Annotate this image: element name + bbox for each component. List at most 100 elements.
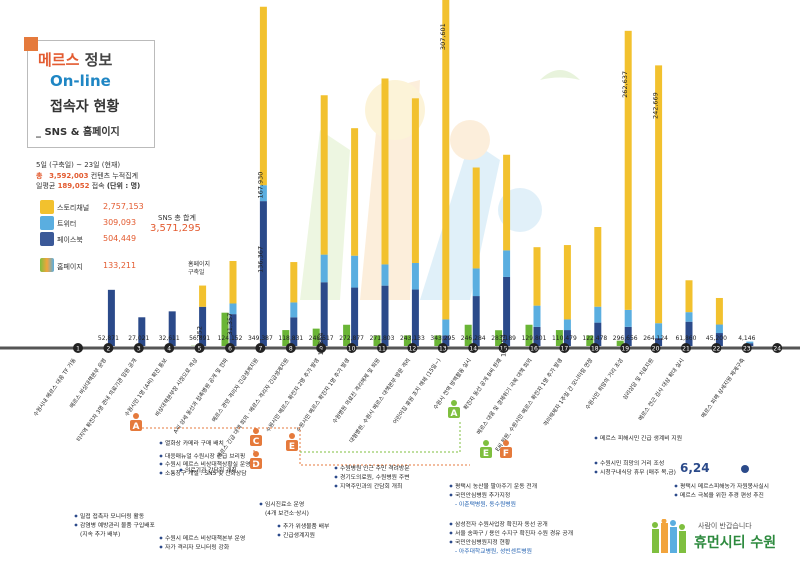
bar-homepage-16 xyxy=(525,324,533,346)
bar-트위터-23 xyxy=(746,341,754,344)
day-label-24: 24 xyxy=(773,346,781,353)
twitter-icon xyxy=(40,216,54,230)
human-city-suwon-logo: 사람이 반갑습니다 휴먼시티 수원 xyxy=(650,515,790,559)
total-label-8: 118,831 xyxy=(278,335,303,342)
marker-label-4: A xyxy=(451,409,458,419)
day-label-12: 12 xyxy=(409,346,417,353)
bar-트위터-20 xyxy=(655,323,663,339)
event-12: 어린이집 휴원 조치 해제 (15일~) xyxy=(391,357,443,426)
event-17: 격리해제자 1주일 간 모니터링 연장 xyxy=(541,357,594,428)
note-28: 감염병 예방관리 물품 구입배포 xyxy=(80,521,156,529)
marker-person-head-4 xyxy=(451,400,457,406)
marker-badge-4 xyxy=(448,407,460,418)
bar-homepage-14 xyxy=(464,324,472,346)
logo-mark-icon xyxy=(652,519,686,553)
day-marker-21 xyxy=(681,343,691,353)
title-line4: _ SNS & 홈페이지 xyxy=(36,127,120,138)
bar-스토리채널-11 xyxy=(381,78,389,265)
bar-페이스북-20 xyxy=(655,338,663,346)
bar-트위터-16 xyxy=(533,305,541,327)
bar-트위터-9 xyxy=(320,254,328,283)
bar-스토리채널-7 xyxy=(259,6,267,186)
note-bullet-6 xyxy=(449,484,453,488)
bar-value-label-0: 252 xyxy=(196,326,204,338)
bar-homepage-12 xyxy=(403,335,411,346)
note-bullet-25 xyxy=(159,536,163,540)
note-20: 긴급생계지원 xyxy=(283,531,315,539)
day-label-1: 1 xyxy=(76,346,80,353)
day-label-10: 10 xyxy=(348,346,356,353)
bar-스토리채널-12 xyxy=(411,98,419,263)
day-marker-24 xyxy=(772,343,783,353)
day-marker-22 xyxy=(711,343,722,353)
day-label-3: 3 xyxy=(137,346,141,353)
bar-트위터-17 xyxy=(563,319,571,331)
total-label-5: 56,891 xyxy=(189,335,210,342)
note-bullet-14 xyxy=(334,475,338,479)
note-1: 6,24 xyxy=(680,461,710,475)
avg-value: 189,052 xyxy=(57,182,90,190)
note-bullet-26 xyxy=(159,545,163,549)
bar-value-label-1: 31,357 xyxy=(226,313,234,336)
day-label-17: 17 xyxy=(561,346,569,353)
bar-스토리채널-9 xyxy=(320,95,328,255)
day-marker-23 xyxy=(741,343,752,353)
day-marker-13 xyxy=(437,343,448,353)
day-marker-7 xyxy=(255,343,266,353)
day-marker-20 xyxy=(650,343,661,353)
note-25: 수원시 메르스 비상대책본부 운영 xyxy=(165,534,245,542)
note-17: 임시진료소 운영 xyxy=(265,500,304,508)
bar-스토리채널-16 xyxy=(533,247,541,306)
total-label-23: 4,146 xyxy=(738,335,755,342)
day-marker-8 xyxy=(285,343,296,353)
total-label-2: 52,871 xyxy=(98,335,119,342)
bar-value-label-8: 242,669 xyxy=(652,92,660,119)
total-label-4: 32,611 xyxy=(159,335,180,342)
day-marker-14 xyxy=(468,343,479,353)
bar-페이스북-4 xyxy=(168,311,176,346)
bar-homepage-17 xyxy=(555,330,563,346)
bar-스토리채널-5 xyxy=(199,285,207,307)
bar-트위터-7 xyxy=(259,185,267,202)
day-marker-18 xyxy=(589,343,600,353)
event-15: 메르스 대응 및 경제위기 극복 대책 회의 xyxy=(475,357,534,437)
note-26: 자가 격리자 모니터링 강화 xyxy=(165,543,230,551)
bar-스토리채널-19 xyxy=(624,30,632,310)
marker-badge-5 xyxy=(480,447,492,458)
total-label-3: 27,021 xyxy=(128,335,149,342)
bar-스토리채널-8 xyxy=(290,262,298,303)
bar-스토리채널-18 xyxy=(594,227,602,307)
day-marker-3 xyxy=(133,343,144,353)
day-label-18: 18 xyxy=(591,346,599,353)
bar-페이스북-16 xyxy=(533,326,541,346)
bar-페이스북-22 xyxy=(715,333,723,346)
bar-페이스북-8 xyxy=(290,317,298,346)
unit-text: (단위 : 명) xyxy=(106,182,141,190)
note-bullet-23 xyxy=(159,462,163,466)
bar-페이스북-14 xyxy=(472,296,480,346)
bar-트위터-11 xyxy=(381,264,389,286)
bar-페이스북-7 xyxy=(259,201,267,346)
event-8: 수원시민 메르스 확진자 2명 추가 발생 xyxy=(264,357,321,434)
day-label-7: 7 xyxy=(258,346,262,353)
logo-tagline: 사람이 반갑습니다 xyxy=(698,522,752,530)
bar-스토리채널-22 xyxy=(715,297,723,325)
bar-트위터-21 xyxy=(685,312,693,322)
bar-스토리채널-10 xyxy=(351,128,359,256)
note-bullet-9 xyxy=(449,522,453,526)
legend-name-3: 홈페이지 xyxy=(57,263,83,271)
note-10: 서울 송파구 / 용인 수지구 확진자 수원 경유 공개 xyxy=(455,529,573,537)
day-label-14: 14 xyxy=(469,346,477,353)
bar-페이스북-19 xyxy=(624,326,632,346)
total-label-7: 349,387 xyxy=(248,335,273,342)
day-marker-11 xyxy=(377,343,387,353)
marker-badge-1 xyxy=(250,435,262,446)
total-label-21: 61,860 xyxy=(676,335,697,342)
bar-페이스북-10 xyxy=(351,287,359,346)
note-13: 수원병원 인근 주민 격려방문 xyxy=(340,464,410,472)
event-9: 수원시민 메르스 확진자 1명 추가 발생 xyxy=(294,357,351,434)
note-bullet-19 xyxy=(277,524,281,528)
note-bullet-13 xyxy=(334,466,338,470)
legend-value-0: 2,757,153 xyxy=(103,202,144,211)
